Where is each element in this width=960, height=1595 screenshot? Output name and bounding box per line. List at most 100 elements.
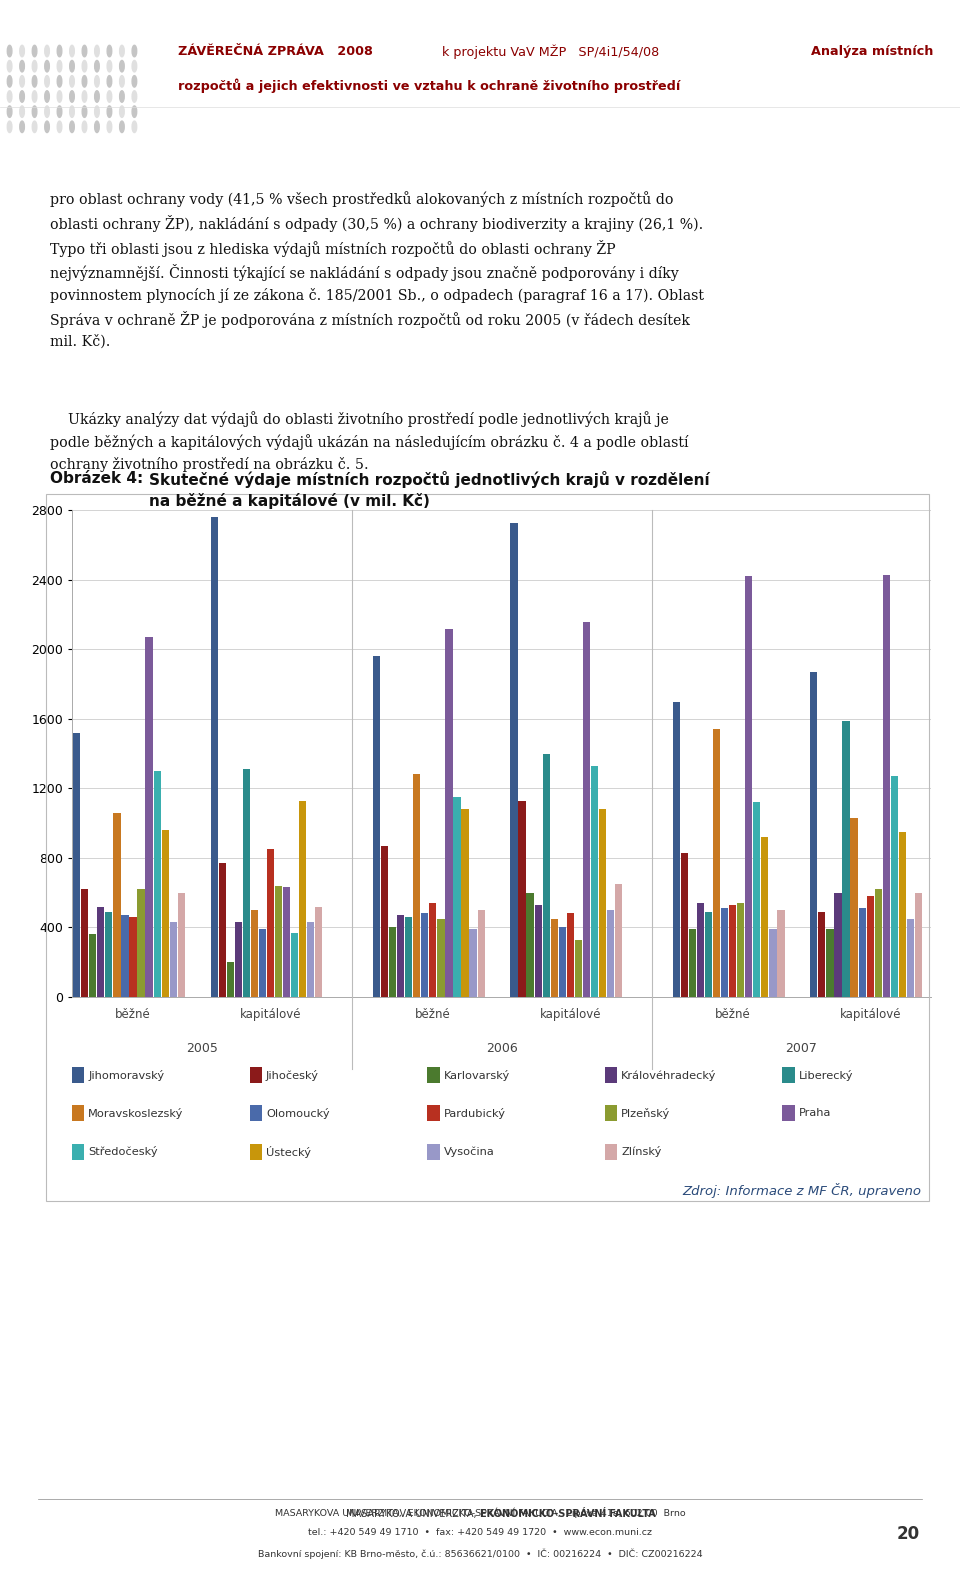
Bar	[559, 927, 566, 997]
Bar	[535, 904, 541, 997]
Text: Bankovní spojení: KB Brno-město, č.ú.: 85636621/0100  •  IČ: 00216224  •  DIČ: C: Bankovní spojení: KB Brno-město, č.ú.: 8…	[257, 1549, 703, 1560]
Text: Středočeský: Středočeský	[88, 1147, 158, 1156]
Bar	[130, 917, 136, 997]
Bar	[591, 766, 598, 997]
Bar	[283, 887, 290, 997]
Text: 2007: 2007	[785, 1042, 817, 1054]
Bar	[267, 849, 275, 997]
Bar	[178, 893, 185, 997]
Bar	[518, 801, 526, 997]
Text: Zdroj: Informace z MF ČR, upraveno: Zdroj: Informace z MF ČR, upraveno	[683, 1183, 922, 1198]
Text: tel.: +420 549 49 1710  •  fax: +420 549 49 1720  •  www.econ.muni.cz: tel.: +420 549 49 1710 • fax: +420 549 4…	[308, 1528, 652, 1538]
Bar	[161, 829, 169, 997]
Bar	[778, 911, 784, 997]
Bar	[713, 729, 720, 997]
Bar	[462, 809, 468, 997]
Text: Praha: Praha	[799, 1109, 831, 1118]
Bar	[372, 657, 380, 997]
Text: Zlínský: Zlínský	[621, 1147, 661, 1156]
Bar	[227, 962, 234, 997]
Text: Skutečné výdaje místních rozpočtů jednotlivých krajů v rozdělení
na běžné a kapi: Skutečné výdaje místních rozpočtů jednot…	[149, 471, 709, 509]
Bar	[219, 863, 226, 997]
Bar	[307, 922, 315, 997]
Text: kapitálové: kapitálové	[540, 1008, 601, 1021]
Bar	[477, 911, 485, 997]
Bar	[121, 916, 129, 997]
Bar	[615, 884, 622, 997]
Bar	[891, 777, 898, 997]
Bar	[673, 702, 680, 997]
Bar	[81, 888, 88, 997]
Bar	[259, 930, 266, 997]
Bar	[575, 939, 582, 997]
Text: pro oblast ochrany vody (41,5 % všech prostředků alokovaných z místních rozpočtů: pro oblast ochrany vody (41,5 % všech pr…	[50, 191, 704, 348]
Text: běžné: běžné	[415, 1008, 450, 1021]
Bar	[251, 911, 258, 997]
Bar	[705, 912, 712, 997]
Bar	[511, 523, 517, 997]
Bar	[907, 919, 914, 997]
Bar	[421, 914, 428, 997]
Text: Moravskoslezský: Moravskoslezský	[88, 1109, 183, 1118]
Text: Plzeňský: Plzeňský	[621, 1109, 670, 1118]
Text: MASARYKOVA UNIVERZITA,  EKONOMICKO-SPRÁVNÍ FAKULTA,  Lipová 41a, 602 00  Brno: MASARYKOVA UNIVERZITA, EKONOMICKO-SPRÁVN…	[275, 1507, 685, 1518]
Bar	[89, 935, 96, 997]
Text: Královéhradecký: Královéhradecký	[621, 1070, 716, 1080]
Text: rozpočtů a jejich efektivnosti ve vztahu k ochraně životního prostředí: rozpočtů a jejich efektivnosti ve vztahu…	[178, 78, 680, 93]
Bar	[697, 903, 704, 997]
Bar	[721, 908, 729, 997]
Bar	[210, 517, 218, 997]
Text: Liberecký: Liberecký	[799, 1070, 853, 1080]
Bar	[542, 754, 550, 997]
Bar	[154, 770, 161, 997]
Bar	[858, 908, 866, 997]
Bar	[551, 919, 558, 997]
Text: Obrázek 4:: Obrázek 4:	[50, 471, 143, 485]
Bar	[413, 775, 420, 997]
Bar	[291, 933, 299, 997]
Text: 2006: 2006	[486, 1042, 517, 1054]
Text: k projektu VaV MŽP   SP/4i1/54/08: k projektu VaV MŽP SP/4i1/54/08	[442, 45, 662, 59]
Bar	[170, 922, 177, 997]
Bar	[526, 893, 534, 997]
Bar	[445, 628, 452, 997]
Bar	[137, 888, 145, 997]
Bar	[769, 930, 777, 997]
Text: 20: 20	[897, 1525, 920, 1544]
Text: Pardubický: Pardubický	[444, 1109, 506, 1118]
Text: kapitálové: kapitálové	[839, 1008, 900, 1021]
Bar	[566, 914, 574, 997]
Text: EKONOMICKO-SPRÁVNÍ FAKULTA: EKONOMICKO-SPRÁVNÍ FAKULTA	[480, 1509, 656, 1518]
Text: Jihočeský: Jihočeský	[266, 1070, 319, 1080]
Bar	[745, 576, 753, 997]
Bar	[842, 721, 850, 997]
Bar	[867, 896, 874, 997]
Bar	[315, 906, 323, 997]
Bar	[882, 574, 890, 997]
Text: Olomoucký: Olomoucký	[266, 1109, 329, 1118]
Bar	[737, 903, 744, 997]
Text: Ukázky analýzy dat výdajů do oblasti životního prostředí podle jednotlivých kraj: Ukázky analýzy dat výdajů do oblasti živ…	[50, 412, 688, 472]
Bar	[73, 732, 81, 997]
Bar	[405, 917, 412, 997]
Bar	[583, 622, 590, 997]
Bar	[381, 845, 388, 997]
Text: MASARYKOVA UNIVERZITA,: MASARYKOVA UNIVERZITA,	[347, 1509, 480, 1518]
Text: ZÁVĚREČNÁ ZPRÁVA   2008: ZÁVĚREČNÁ ZPRÁVA 2008	[178, 45, 377, 57]
Text: běžné: běžné	[115, 1008, 151, 1021]
Bar	[453, 798, 461, 997]
Text: Karlovarský: Karlovarský	[444, 1070, 510, 1080]
Bar	[851, 818, 857, 997]
Bar	[818, 912, 826, 997]
Bar	[729, 904, 736, 997]
Bar	[607, 911, 614, 997]
Bar	[875, 888, 882, 997]
Bar	[243, 769, 250, 997]
Bar	[437, 919, 444, 997]
Bar	[688, 930, 696, 997]
Text: Vysočina: Vysočina	[444, 1147, 494, 1156]
Bar	[754, 802, 760, 997]
Bar	[397, 916, 404, 997]
Bar	[300, 801, 306, 997]
Bar	[234, 922, 242, 997]
